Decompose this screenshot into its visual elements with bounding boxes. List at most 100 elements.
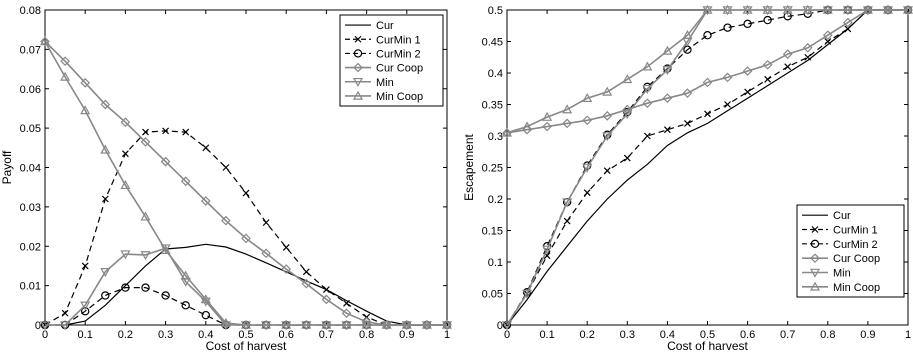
data-point (782, 49, 793, 59)
data-point (622, 74, 633, 84)
legend: Cur CurMin 1 CurMin 2 Cur Coop Min Min Coop (796, 204, 905, 298)
data-point (802, 42, 813, 53)
y-axis-label: Escapement (462, 133, 476, 200)
data-point (562, 104, 573, 114)
data-point (121, 283, 130, 292)
series-line (44, 40, 447, 326)
x-tick-label: 0.4 (198, 329, 213, 341)
data-point (261, 248, 271, 259)
data-point (582, 92, 593, 102)
data-point (602, 110, 613, 121)
data-point (120, 117, 131, 128)
data-point (120, 179, 131, 190)
data-point (542, 121, 552, 132)
data-point (241, 233, 251, 244)
data-point (39, 36, 51, 46)
data-point (722, 72, 733, 83)
data-point (202, 144, 210, 152)
legend-entry: Cur Coop (802, 253, 880, 265)
legend-marker (352, 90, 364, 100)
legend-label: Cur Coop (376, 63, 423, 75)
data-point (824, 38, 832, 45)
data-point (301, 278, 312, 289)
data-point (101, 291, 110, 300)
legend-entry: CurMin 1 (345, 34, 421, 46)
data-point (682, 88, 693, 99)
data-point (542, 111, 553, 121)
data-point (882, 4, 893, 14)
data-point (822, 4, 833, 14)
y-tick-label: 0.1 (488, 257, 503, 269)
series-line (44, 41, 447, 326)
data-point (140, 211, 151, 221)
data-point (742, 66, 753, 76)
data-point (522, 289, 533, 299)
data-point (744, 88, 752, 96)
legend-entry: Min Coop (345, 90, 423, 103)
data-point (802, 4, 813, 14)
legend-marker (352, 77, 364, 87)
y-tick-label: 0.02 (20, 241, 41, 253)
legend-label: Min Coop (833, 282, 880, 294)
y-tick-label: 0.05 (20, 123, 41, 135)
data-point (61, 309, 69, 317)
x-tick-label: 0.8 (820, 329, 835, 341)
legend-label: CurMin 1 (376, 34, 421, 46)
data-point (181, 301, 190, 310)
data-point (341, 319, 352, 329)
data-point (182, 128, 190, 136)
data-point (724, 101, 731, 108)
data-point (321, 294, 332, 305)
legend-marker (810, 253, 820, 264)
data-point (60, 71, 71, 81)
x-tick-label: 0.5 (238, 329, 253, 341)
data-point (643, 132, 651, 140)
data-point (201, 310, 210, 320)
data-point (39, 321, 51, 331)
series-min (39, 244, 453, 331)
data-point (301, 319, 312, 329)
data-point (140, 251, 151, 261)
data-point (261, 319, 272, 329)
data-point (222, 164, 230, 171)
data-point (361, 317, 372, 327)
data-point (180, 270, 191, 280)
data-point (662, 66, 673, 76)
escapement-chart: 0 0.1 0.2 0.3 0.4 0.5 0.6 0.7 0.8 0.9 1 0 0.05 0.1 0.1… (462, 4, 913, 353)
data-point (663, 126, 671, 134)
data-point (703, 31, 712, 40)
data-point (302, 268, 310, 276)
data-point (522, 121, 533, 131)
data-point (60, 56, 70, 67)
x-tick-label: 0.6 (740, 329, 755, 341)
x-tick-label: 1 (905, 329, 911, 341)
data-point (100, 144, 111, 154)
x-tick-label: 0.6 (279, 329, 294, 341)
legend-entry: Cur Coop (345, 63, 423, 75)
data-point (704, 110, 711, 118)
legend-marker (354, 35, 362, 43)
x-tick-label: 1 (444, 329, 450, 341)
x-tick-label: 0.2 (580, 329, 595, 341)
data-point (161, 291, 170, 300)
legend-marker (810, 239, 820, 249)
x-tick-label: 0.1 (539, 329, 554, 341)
data-point (341, 308, 352, 319)
x-tick-label: 0.7 (780, 329, 795, 341)
data-point (784, 63, 792, 71)
data-point (782, 4, 793, 14)
y-tick-label: 0.35 (482, 100, 503, 112)
x-tick-label: 0.5 (700, 329, 715, 341)
series-line (506, 9, 908, 326)
legend-box (796, 204, 905, 298)
data-point (602, 86, 613, 96)
legend-label: Cur (376, 20, 394, 32)
data-point (804, 53, 812, 61)
data-point (221, 215, 231, 226)
y-tick-label: 0.06 (20, 84, 41, 96)
data-point (180, 176, 191, 187)
series-line (45, 287, 447, 326)
y-tick-label: 0.03 (20, 202, 41, 214)
data-point (80, 105, 91, 115)
